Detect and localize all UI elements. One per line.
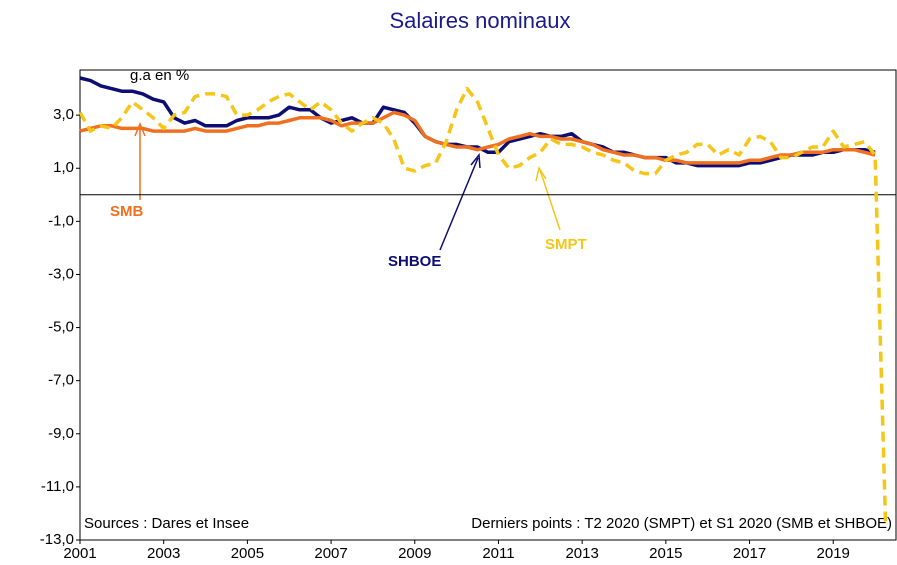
source: Sources : Dares et Insee xyxy=(84,515,249,532)
arrow-head xyxy=(470,153,481,169)
x-tick-label: 2017 xyxy=(733,545,766,562)
y-tick-label: -11,0 xyxy=(41,478,74,495)
series-line xyxy=(79,110,876,165)
plot-frame xyxy=(79,69,897,541)
y-tick-label: 3,0 xyxy=(53,106,74,123)
arrow xyxy=(539,169,561,231)
series-label: SMPT xyxy=(545,236,587,253)
series-line xyxy=(79,76,876,168)
x-tick-label: 2011 xyxy=(482,545,514,562)
series-label: SHBOE xyxy=(388,253,441,270)
y-tick-label: -1,0 xyxy=(48,212,74,229)
note: Derniers points : T2 2020 (SMPT) et S1 2… xyxy=(471,515,892,532)
x-tick-label: 2019 xyxy=(817,545,850,562)
x-tick-label: 2005 xyxy=(231,545,264,562)
y-tick-label: 1,0 xyxy=(53,159,74,176)
unit-label: g.a en % xyxy=(130,67,189,84)
y-tick-label: -5,0 xyxy=(48,319,74,336)
y-tick-label: -9,0 xyxy=(48,425,74,442)
y-tick-label: -13,0 xyxy=(40,531,74,548)
arrow-head xyxy=(134,122,146,137)
series-line xyxy=(78,86,888,522)
y-tick-label: -7,0 xyxy=(48,372,74,389)
x-tick-label: 2015 xyxy=(649,545,682,562)
series-label: SMB xyxy=(110,203,144,220)
x-tick-label: 2003 xyxy=(147,545,180,562)
arrow xyxy=(439,157,479,251)
x-tick-label: 2009 xyxy=(398,545,431,562)
x-tick-label: 2013 xyxy=(565,545,598,562)
arrow-head xyxy=(535,166,547,182)
x-tick-label: 2001 xyxy=(63,545,96,562)
x-tick-label: 2007 xyxy=(314,545,347,562)
chart-title: Salaires nominaux xyxy=(390,8,571,33)
y-tick-label: -3,0 xyxy=(48,265,74,282)
